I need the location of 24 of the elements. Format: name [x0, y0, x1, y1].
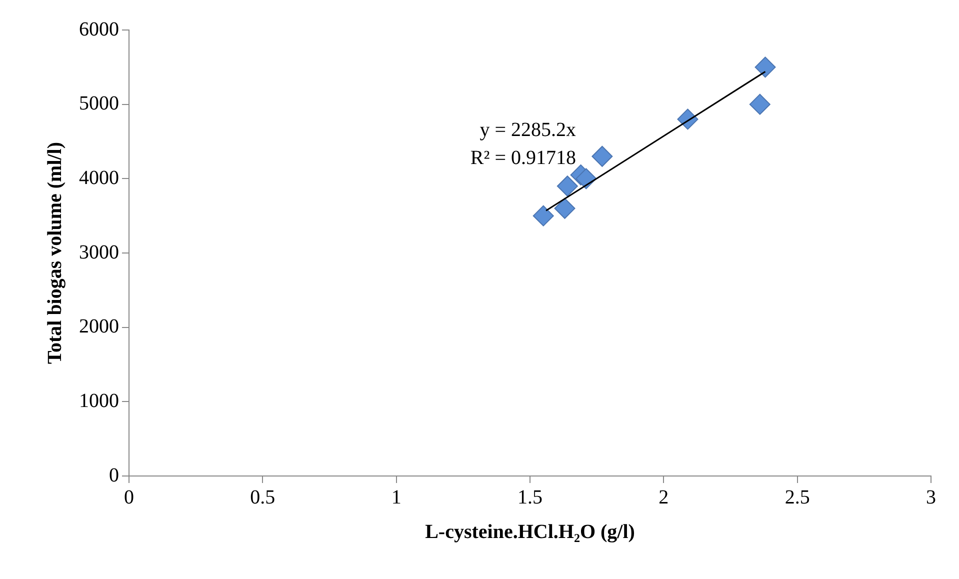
point: [754, 56, 776, 78]
x-tick-label: 0.5: [250, 486, 276, 508]
point: [556, 176, 578, 197]
x-tick-label: 2.5: [784, 486, 810, 508]
y-tick-label: 4000: [79, 166, 119, 189]
annotation: R² = 0.91718: [470, 146, 576, 169]
point: [532, 205, 554, 226]
point: [592, 146, 613, 167]
y-tick-label: 3000: [79, 241, 119, 264]
y-tick-label: 0: [109, 464, 119, 486]
x-tick-label: 1.5: [518, 486, 542, 508]
y-tick-label: 6000: [79, 18, 119, 40]
x-tick-label: 2: [658, 486, 669, 508]
x-tick-label: 0: [124, 486, 134, 508]
point: [554, 198, 576, 219]
annotation: y = 2285.2x: [480, 118, 576, 141]
x-tick-label: 3: [926, 486, 936, 508]
y-tick-label: 5000: [79, 92, 119, 115]
x-axis-title: L-cysteine.HCl.H₂O (g/l): [425, 521, 635, 544]
y-tick-label: 1000: [79, 390, 119, 412]
y-tick-label: 2000: [79, 316, 119, 338]
x-tick-label: 1: [391, 486, 402, 508]
y-axis-title: Total biogas volume (ml/l): [44, 142, 66, 364]
point: [749, 94, 770, 115]
